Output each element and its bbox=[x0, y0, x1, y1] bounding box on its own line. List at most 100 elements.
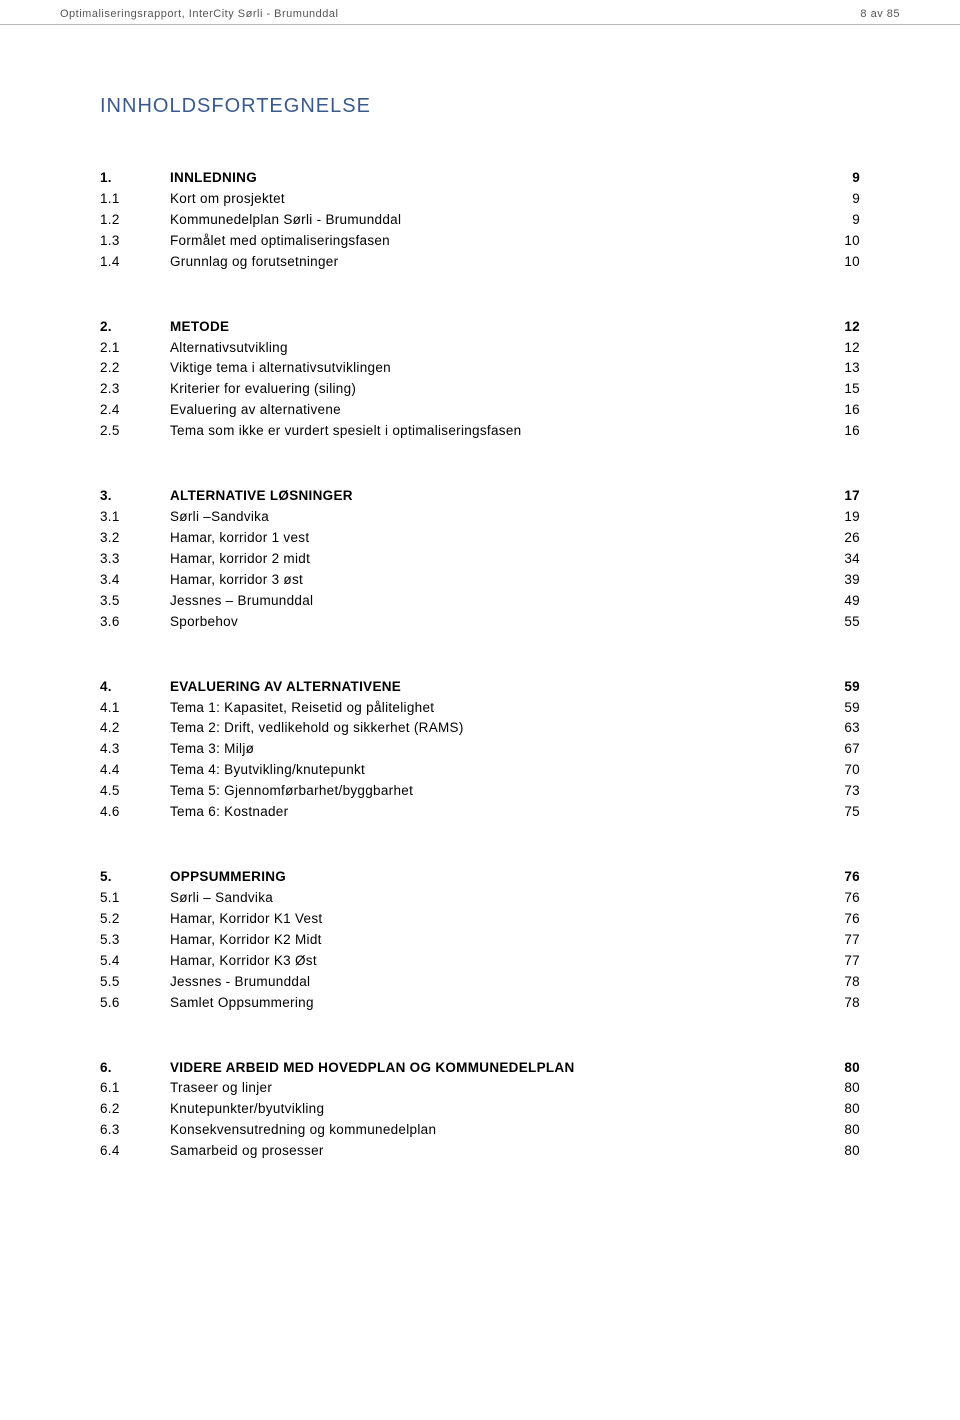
toc-label: Sørli – Sandvika bbox=[170, 888, 812, 909]
toc-item: 6.2Knutepunkter/byutvikling80 bbox=[100, 1099, 860, 1120]
header-left: Optimaliseringsrapport, InterCity Sørli … bbox=[60, 8, 338, 20]
toc-page: 17 bbox=[812, 486, 860, 507]
toc-num: 2. bbox=[100, 317, 170, 338]
toc-page: 80 bbox=[812, 1078, 860, 1099]
toc-section-head: 1.INNLEDNING9 bbox=[100, 168, 860, 189]
toc-num: 1.4 bbox=[100, 252, 170, 273]
toc-item: 6.1Traseer og linjer80 bbox=[100, 1078, 860, 1099]
toc-item: 3.5Jessnes – Brumunddal49 bbox=[100, 591, 860, 612]
toc-label: Viktige tema i alternativsutviklingen bbox=[170, 358, 812, 379]
toc-label: Jessnes – Brumunddal bbox=[170, 591, 812, 612]
toc-page: 80 bbox=[812, 1141, 860, 1162]
toc-item: 6.4Samarbeid og prosesser80 bbox=[100, 1141, 860, 1162]
toc-label: Tema 6: Kostnader bbox=[170, 802, 812, 823]
toc-num: 2.2 bbox=[100, 358, 170, 379]
toc-label: Hamar, korridor 2 midt bbox=[170, 549, 812, 570]
toc-page: 34 bbox=[812, 549, 860, 570]
toc-num: 5.6 bbox=[100, 993, 170, 1014]
toc-label: Konsekvensutredning og kommunedelplan bbox=[170, 1120, 812, 1141]
toc-item: 4.1Tema 1: Kapasitet, Reisetid og pålite… bbox=[100, 698, 860, 719]
toc-item: 3.1Sørli –Sandvika19 bbox=[100, 507, 860, 528]
toc-section-head: 4.EVALUERING AV ALTERNATIVENE59 bbox=[100, 677, 860, 698]
page-content: INNHOLDSFORTEGNELSE 1.INNLEDNING91.1Kort… bbox=[0, 25, 960, 1246]
toc-label: OPPSUMMERING bbox=[170, 867, 812, 888]
toc-num: 4.2 bbox=[100, 718, 170, 739]
toc-item: 1.3Formålet med optimaliseringsfasen10 bbox=[100, 231, 860, 252]
toc-page: 9 bbox=[812, 168, 860, 189]
toc-label: Alternativsutvikling bbox=[170, 338, 812, 359]
toc-label: Traseer og linjer bbox=[170, 1078, 812, 1099]
toc-item: 4.3Tema 3: Miljø67 bbox=[100, 739, 860, 760]
toc-label: Tema 3: Miljø bbox=[170, 739, 812, 760]
toc-label: Sørli –Sandvika bbox=[170, 507, 812, 528]
toc-page: 63 bbox=[812, 718, 860, 739]
page-header: Optimaliseringsrapport, InterCity Sørli … bbox=[0, 0, 960, 25]
toc-label: ALTERNATIVE LØSNINGER bbox=[170, 486, 812, 507]
toc-item: 4.2Tema 2: Drift, vedlikehold og sikkerh… bbox=[100, 718, 860, 739]
toc-item: 2.3Kriterier for evaluering (siling)15 bbox=[100, 379, 860, 400]
toc-label: EVALUERING AV ALTERNATIVENE bbox=[170, 677, 812, 698]
toc-label: INNLEDNING bbox=[170, 168, 812, 189]
toc-num: 6.1 bbox=[100, 1078, 170, 1099]
toc-page: 15 bbox=[812, 379, 860, 400]
toc-section: 6.VIDERE ARBEID MED HOVEDPLAN OG KOMMUNE… bbox=[100, 1058, 860, 1163]
toc-page: 70 bbox=[812, 760, 860, 781]
toc-num: 2.3 bbox=[100, 379, 170, 400]
toc-num: 3.4 bbox=[100, 570, 170, 591]
toc-num: 6. bbox=[100, 1058, 170, 1079]
toc-page: 67 bbox=[812, 739, 860, 760]
toc-num: 1.1 bbox=[100, 189, 170, 210]
toc-num: 6.2 bbox=[100, 1099, 170, 1120]
toc-num: 5.1 bbox=[100, 888, 170, 909]
toc-page: 19 bbox=[812, 507, 860, 528]
toc-page: 59 bbox=[812, 698, 860, 719]
toc-page: 26 bbox=[812, 528, 860, 549]
toc-item: 5.6Samlet Oppsummering78 bbox=[100, 993, 860, 1014]
toc-section-head: 2.METODE12 bbox=[100, 317, 860, 338]
toc-page: 10 bbox=[812, 252, 860, 273]
toc-num: 5.5 bbox=[100, 972, 170, 993]
toc-label: Tema 5: Gjennomførbarhet/byggbarhet bbox=[170, 781, 812, 802]
toc-num: 4.4 bbox=[100, 760, 170, 781]
toc-label: Hamar, Korridor K3 Øst bbox=[170, 951, 812, 972]
toc-item: 3.4Hamar, korridor 3 øst39 bbox=[100, 570, 860, 591]
toc-label: Sporbehov bbox=[170, 612, 812, 633]
toc-num: 3. bbox=[100, 486, 170, 507]
toc-num: 2.1 bbox=[100, 338, 170, 359]
page-title: INNHOLDSFORTEGNELSE bbox=[100, 95, 860, 118]
toc-label: Grunnlag og forutsetninger bbox=[170, 252, 812, 273]
toc-item: 2.2Viktige tema i alternativsutviklingen… bbox=[100, 358, 860, 379]
toc-section: 3.ALTERNATIVE LØSNINGER173.1Sørli –Sandv… bbox=[100, 486, 860, 632]
toc-page: 12 bbox=[812, 338, 860, 359]
toc-item: 6.3Konsekvensutredning og kommunedelplan… bbox=[100, 1120, 860, 1141]
toc-page: 73 bbox=[812, 781, 860, 802]
toc-label: Knutepunkter/byutvikling bbox=[170, 1099, 812, 1120]
toc-section-head: 5.OPPSUMMERING76 bbox=[100, 867, 860, 888]
toc-num: 4.3 bbox=[100, 739, 170, 760]
toc-page: 49 bbox=[812, 591, 860, 612]
toc-section: 1.INNLEDNING91.1Kort om prosjektet91.2Ko… bbox=[100, 168, 860, 273]
toc-num: 2.4 bbox=[100, 400, 170, 421]
toc-page: 80 bbox=[812, 1120, 860, 1141]
toc-label: Tema 1: Kapasitet, Reisetid og pålitelig… bbox=[170, 698, 812, 719]
toc-num: 3.6 bbox=[100, 612, 170, 633]
toc-label: Samarbeid og prosesser bbox=[170, 1141, 812, 1162]
toc-label: Samlet Oppsummering bbox=[170, 993, 812, 1014]
table-of-contents: 1.INNLEDNING91.1Kort om prosjektet91.2Ko… bbox=[100, 168, 860, 1162]
toc-page: 78 bbox=[812, 972, 860, 993]
toc-item: 5.2Hamar, Korridor K1 Vest76 bbox=[100, 909, 860, 930]
toc-num: 1. bbox=[100, 168, 170, 189]
toc-item: 3.3Hamar, korridor 2 midt34 bbox=[100, 549, 860, 570]
toc-label: Hamar, korridor 3 øst bbox=[170, 570, 812, 591]
toc-section: 2.METODE122.1Alternativsutvikling122.2Vi… bbox=[100, 317, 860, 443]
toc-page: 76 bbox=[812, 867, 860, 888]
toc-page: 80 bbox=[812, 1099, 860, 1120]
toc-page: 13 bbox=[812, 358, 860, 379]
toc-item: 3.2Hamar, korridor 1 vest26 bbox=[100, 528, 860, 549]
toc-label: Tema 4: Byutvikling/knutepunkt bbox=[170, 760, 812, 781]
toc-page: 39 bbox=[812, 570, 860, 591]
toc-item: 4.5Tema 5: Gjennomførbarhet/byggbarhet73 bbox=[100, 781, 860, 802]
toc-page: 76 bbox=[812, 909, 860, 930]
toc-num: 6.4 bbox=[100, 1141, 170, 1162]
toc-section: 4.EVALUERING AV ALTERNATIVENE594.1Tema 1… bbox=[100, 677, 860, 823]
